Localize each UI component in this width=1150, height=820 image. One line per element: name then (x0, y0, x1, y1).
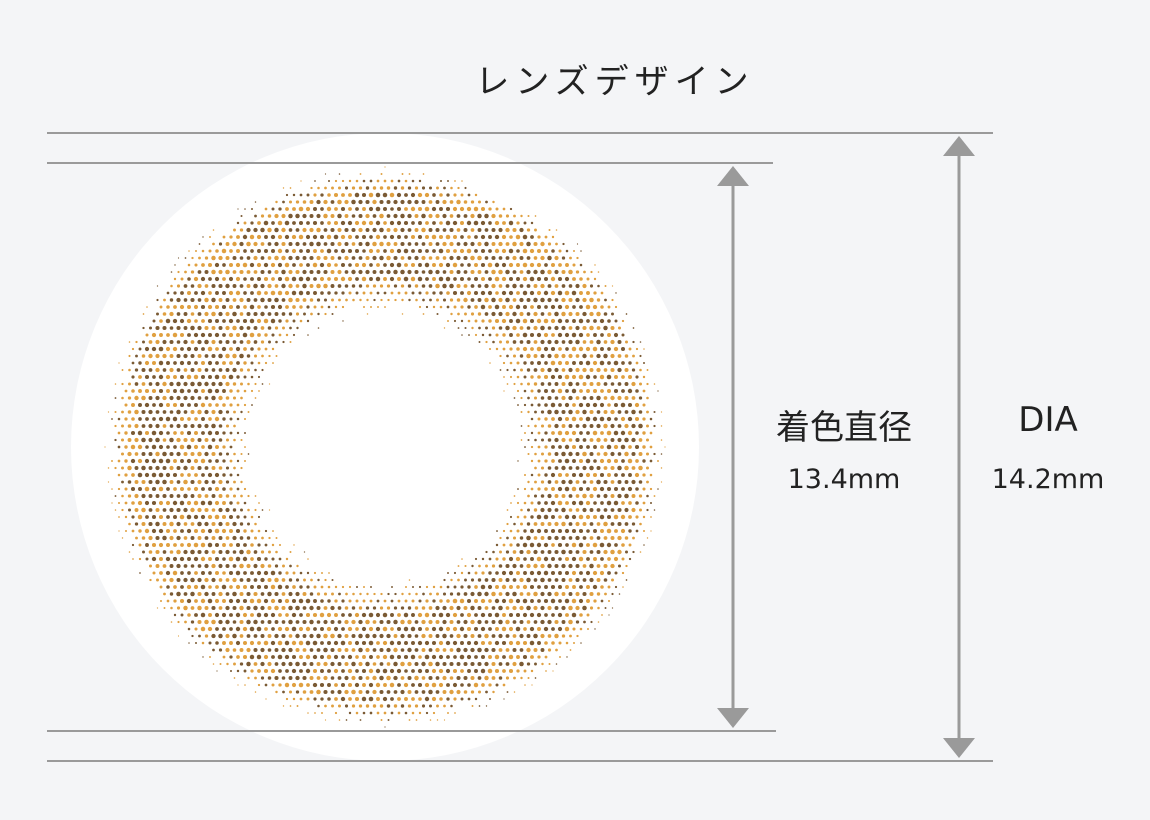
dia-arrow (943, 136, 975, 758)
colored-diameter-value: 13.4mm (787, 464, 901, 495)
arrow-down-icon (717, 708, 749, 728)
lens-outer-circle (71, 133, 699, 761)
colored-diameter-arrow (717, 166, 749, 728)
dia-label: DIA (1018, 400, 1078, 440)
arrow-down-icon (943, 738, 975, 758)
arrow-up-icon (717, 166, 749, 186)
dia-value: 14.2mm (991, 464, 1105, 495)
colored-diameter-label: 着色直径 (776, 408, 912, 448)
arrow-up-icon (943, 136, 975, 156)
lens-color-ring (104, 166, 666, 728)
page-title: レンズデザイン (475, 62, 755, 102)
